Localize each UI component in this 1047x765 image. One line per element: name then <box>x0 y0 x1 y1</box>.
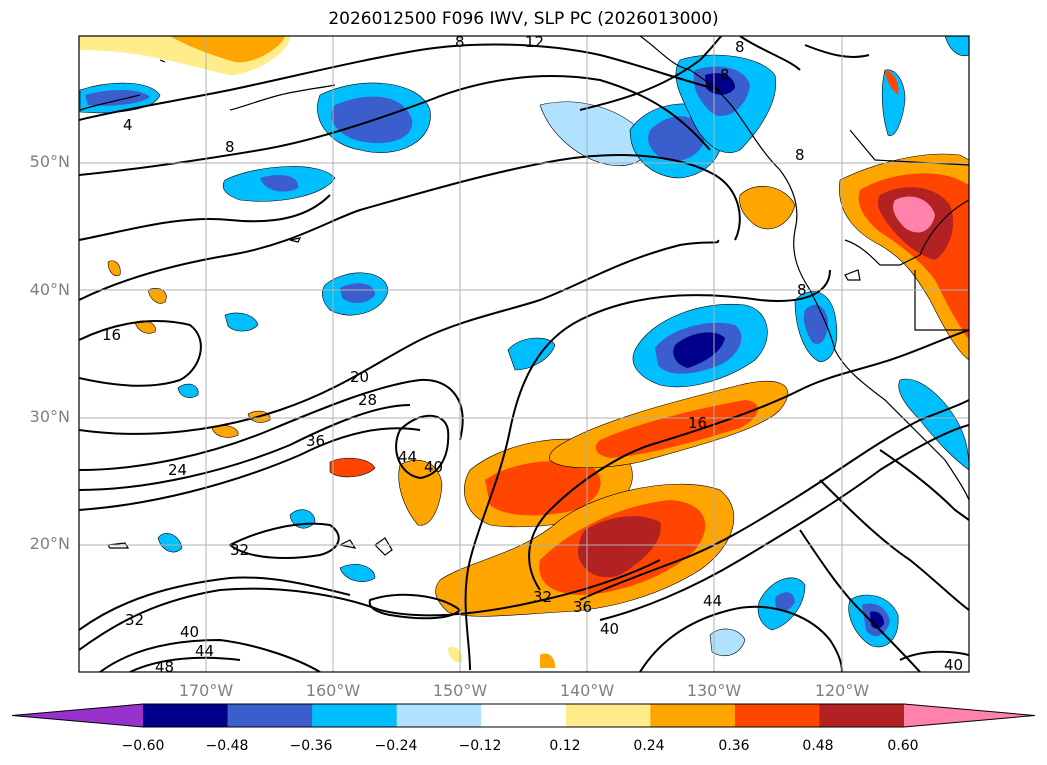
contour-labels: 8 12 8 4 8 8 8 16 20 28 36 24 44 40 16 3… <box>102 33 963 676</box>
contour-label: 40 <box>944 656 963 674</box>
contour-label: 28 <box>358 391 377 409</box>
lon-label-170w: 170°W <box>178 681 234 700</box>
colorbar-segment <box>734 704 820 727</box>
colorbar-outline <box>11 703 1036 728</box>
lon-label-130w: 130°W <box>686 681 742 700</box>
lat-label-50n: 50°N <box>29 152 70 171</box>
colorbar-label: 0.24 <box>633 738 665 754</box>
contour-label: 20 <box>350 368 369 386</box>
contour-label: 44 <box>703 592 722 610</box>
colorbar-label: −0.48 <box>205 738 249 754</box>
contour-label: 40 <box>600 620 619 638</box>
colorbar-label: −0.60 <box>121 738 165 754</box>
lon-label-160w: 160°W <box>305 681 361 700</box>
colorbar-segment <box>819 704 905 727</box>
colorbar-extend-low <box>12 704 143 727</box>
colorbar-segment <box>481 704 567 727</box>
lat-label-20n: 20°N <box>29 534 70 553</box>
contour-label: 12 <box>525 33 544 51</box>
colorbar-label: 0.36 <box>718 738 750 754</box>
contour-label: 24 <box>168 461 187 479</box>
map-frame <box>78 35 970 673</box>
colorbar-extend-high <box>904 704 1035 727</box>
contour-label: 4 <box>123 116 133 134</box>
colorbar-label: −0.12 <box>458 738 502 754</box>
contour-label: 40 <box>180 623 199 641</box>
graticule <box>79 36 969 672</box>
contour-label: 8 <box>720 66 730 84</box>
colorbar-segment <box>565 704 651 727</box>
lat-label-40n: 40°N <box>29 280 70 299</box>
lon-label-140w: 140°W <box>559 681 615 700</box>
iwv-anomaly-fills <box>79 36 969 668</box>
colorbar-segment <box>396 704 482 727</box>
slp-contours <box>79 36 969 672</box>
contour-label: 8 <box>225 138 235 156</box>
contour-label: 16 <box>688 414 707 432</box>
lon-label-120w: 120°W <box>814 681 870 700</box>
colorbar-segment <box>312 704 398 727</box>
contour-label: 8 <box>735 38 745 56</box>
contour-label: 8 <box>797 281 807 299</box>
contour-label: 40 <box>424 458 443 476</box>
colorbar-label: 0.60 <box>887 738 919 754</box>
colorbar <box>11 703 1036 728</box>
colorbar-label: 0.12 <box>549 738 581 754</box>
contour-label: 32 <box>230 541 249 559</box>
colorbar-label: 0.48 <box>802 738 834 754</box>
contour-label: 32 <box>533 588 552 606</box>
colorbar-label: −0.24 <box>374 738 418 754</box>
map-title: 2026012500 F096 IWV, SLP PC (2026013000) <box>328 9 719 29</box>
colorbar-segment <box>650 704 736 727</box>
colorbar-segment <box>227 704 313 727</box>
contour-label: 48 <box>155 658 174 676</box>
contour-label: 8 <box>455 33 465 51</box>
lat-label-30n: 30°N <box>29 407 70 426</box>
contour-label: 44 <box>398 448 417 466</box>
contour-label: 36 <box>306 432 325 450</box>
contour-label: 36 <box>573 598 592 616</box>
contour-label: 8 <box>795 146 805 164</box>
colorbar-label: −0.36 <box>289 738 333 754</box>
lon-label-150w: 150°W <box>432 681 488 700</box>
contour-label: 32 <box>125 611 144 629</box>
colorbar-segment <box>143 704 229 727</box>
contour-label: 44 <box>195 642 214 660</box>
contour-label: 16 <box>102 326 121 344</box>
